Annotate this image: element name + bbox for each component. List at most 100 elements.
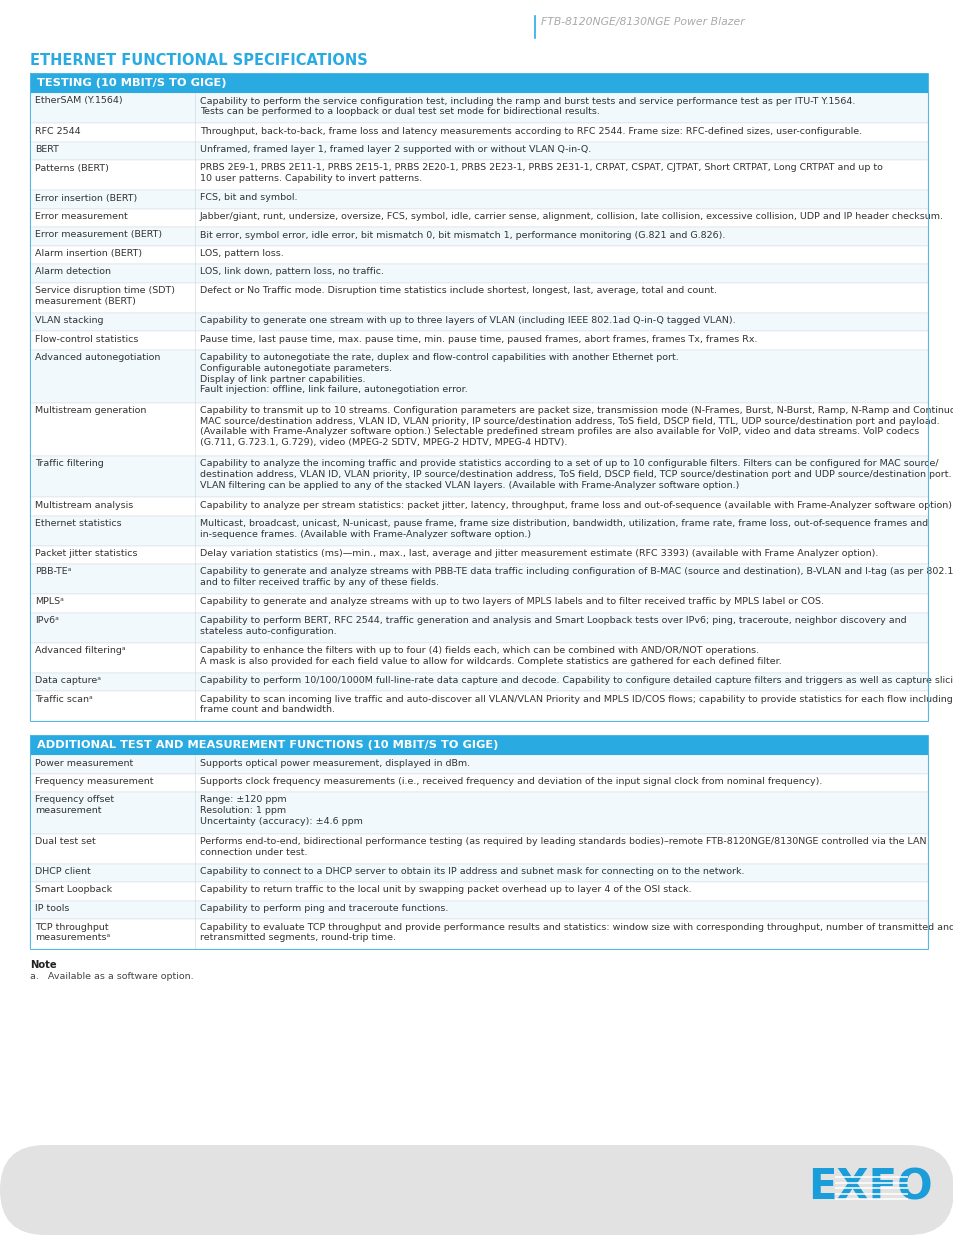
Text: Flow-control statistics: Flow-control statistics xyxy=(35,335,138,343)
Text: IP tools: IP tools xyxy=(35,904,70,913)
Bar xyxy=(30,227,927,246)
Bar xyxy=(30,124,927,142)
Text: LOS, link down, pattern loss, no traffic.: LOS, link down, pattern loss, no traffic… xyxy=(200,268,384,277)
Text: FTB-8120NGE/8130NGE Power Blazer: FTB-8120NGE/8130NGE Power Blazer xyxy=(540,17,744,27)
Text: Supports optical power measurement, displayed in dBm.: Supports optical power measurement, disp… xyxy=(200,758,470,767)
Bar xyxy=(30,919,927,948)
Text: Multicast, broadcast, unicast, N-unicast, pause frame, frame size distribution, : Multicast, broadcast, unicast, N-unicast… xyxy=(200,519,927,538)
Text: Smart Loopback: Smart Loopback xyxy=(35,885,112,894)
Text: Defect or No Traffic mode. Disruption time statistics include shortest, longest,: Defect or No Traffic mode. Disruption ti… xyxy=(200,287,717,295)
Text: Unframed, framed layer 1, framed layer 2 supported with or without VLAN Q-in-Q.: Unframed, framed layer 1, framed layer 2… xyxy=(200,144,591,154)
Text: Performs end-to-end, bidirectional performance testing (as required by leading s: Performs end-to-end, bidirectional perfo… xyxy=(200,837,925,857)
Text: Capability to connect to a DHCP server to obtain its IP address and subnet mask : Capability to connect to a DHCP server t… xyxy=(200,867,743,876)
Text: Service disruption time (SDT)
measurement (BERT): Service disruption time (SDT) measuremen… xyxy=(35,287,174,306)
Bar xyxy=(30,546,927,564)
Text: Capability to perform BERT, RFC 2544, traffic generation and analysis and Smart : Capability to perform BERT, RFC 2544, tr… xyxy=(200,616,905,636)
Text: Frequency measurement: Frequency measurement xyxy=(35,777,153,785)
Bar xyxy=(30,93,927,124)
Bar xyxy=(30,283,927,312)
Text: Capability to generate and analyze streams with PBB-TE data traffic including co: Capability to generate and analyze strea… xyxy=(200,568,953,588)
Text: Error measurement (BERT): Error measurement (BERT) xyxy=(35,231,162,240)
Text: VLAN stacking: VLAN stacking xyxy=(35,316,103,325)
Text: Error insertion (BERT): Error insertion (BERT) xyxy=(35,194,137,203)
Text: Throughput, back-to-back, frame loss and latency measurements according to RFC 2: Throughput, back-to-back, frame loss and… xyxy=(200,126,862,136)
Bar xyxy=(30,246,927,264)
Text: Capability to perform the service configuration test, including the ramp and bur: Capability to perform the service config… xyxy=(200,96,855,116)
Text: EtherSAM (Y.1564): EtherSAM (Y.1564) xyxy=(35,96,123,105)
Text: Capability to evaluate TCP throughput and provide performance results and statis: Capability to evaluate TCP throughput an… xyxy=(200,923,953,942)
Bar xyxy=(30,331,927,350)
Text: MPLSᵃ: MPLSᵃ xyxy=(35,598,64,606)
Bar xyxy=(30,792,927,834)
Text: Capability to perform 10/100/1000M full-line-rate data capture and decode. Capab: Capability to perform 10/100/1000M full-… xyxy=(200,676,953,685)
Text: Dual test set: Dual test set xyxy=(35,837,95,846)
Text: IPv6ᵃ: IPv6ᵃ xyxy=(35,616,59,625)
Bar xyxy=(30,456,927,496)
Bar xyxy=(30,900,927,919)
Text: Capability to autonegotiate the rate, duplex and flow-control capabilities with : Capability to autonegotiate the rate, du… xyxy=(200,353,678,394)
Bar xyxy=(30,190,927,209)
Text: Capability to transmit up to 10 streams. Configuration parameters are packet siz: Capability to transmit up to 10 streams.… xyxy=(200,406,953,447)
Text: Packet jitter statistics: Packet jitter statistics xyxy=(35,550,137,558)
Text: Ethernet statistics: Ethernet statistics xyxy=(35,519,121,529)
Bar xyxy=(30,312,927,331)
Text: Traffic filtering: Traffic filtering xyxy=(35,459,104,468)
Bar xyxy=(30,594,927,613)
Bar xyxy=(30,613,927,642)
Bar xyxy=(30,73,927,721)
Bar xyxy=(30,73,927,93)
Text: Data captureᵃ: Data captureᵃ xyxy=(35,676,101,685)
Text: Capability to enhance the filters with up to four (4) fields each, which can be : Capability to enhance the filters with u… xyxy=(200,646,781,666)
Bar xyxy=(30,863,927,882)
Bar xyxy=(30,673,927,692)
Text: Multistream analysis: Multistream analysis xyxy=(35,500,133,510)
Text: TCP throughput
measurementsᵃ: TCP throughput measurementsᵃ xyxy=(35,923,111,942)
Text: Frequency offset
measurement: Frequency offset measurement xyxy=(35,795,114,815)
Text: Capability to analyze per stream statistics: packet jitter, latency, throughput,: Capability to analyze per stream statist… xyxy=(200,500,953,510)
Text: FCS, bit and symbol.: FCS, bit and symbol. xyxy=(200,194,297,203)
FancyBboxPatch shape xyxy=(0,1145,953,1235)
Text: Delay variation statistics (ms)—min., max., last, average and jitter measurement: Delay variation statistics (ms)—min., ma… xyxy=(200,550,878,558)
Text: Supports clock frequency measurements (i.e., received frequency and deviation of: Supports clock frequency measurements (i… xyxy=(200,777,821,785)
Text: Patterns (BERT): Patterns (BERT) xyxy=(35,163,109,173)
Bar xyxy=(30,403,927,456)
Text: Capability to perform ping and traceroute functions.: Capability to perform ping and tracerout… xyxy=(200,904,448,913)
Text: PRBS 2E9-1, PRBS 2E11-1, PRBS 2E15-1, PRBS 2E20-1, PRBS 2E23-1, PRBS 2E31-1, CRP: PRBS 2E9-1, PRBS 2E11-1, PRBS 2E15-1, PR… xyxy=(200,163,882,183)
Bar xyxy=(30,773,927,792)
Text: Range: ±120 ppm
Resolution: 1 ppm
Uncertainty (accuracy): ±4.6 ppm: Range: ±120 ppm Resolution: 1 ppm Uncert… xyxy=(200,795,362,826)
Text: Note: Note xyxy=(30,960,56,969)
Text: Jabber/giant, runt, undersize, oversize, FCS, symbol, idle, carrier sense, align: Jabber/giant, runt, undersize, oversize,… xyxy=(200,212,943,221)
Text: LOS, pattern loss.: LOS, pattern loss. xyxy=(200,249,283,258)
Text: Capability to scan incoming live traffic and auto-discover all VLAN/VLAN Priorit: Capability to scan incoming live traffic… xyxy=(200,694,952,714)
Bar xyxy=(30,209,927,227)
Text: BERT: BERT xyxy=(35,144,59,154)
Bar xyxy=(30,496,927,515)
Text: Traffic scanᵃ: Traffic scanᵃ xyxy=(35,694,92,704)
Text: Advanced autonegotiation: Advanced autonegotiation xyxy=(35,353,160,362)
Text: Advanced filteringᵃ: Advanced filteringᵃ xyxy=(35,646,126,655)
Bar xyxy=(30,735,927,948)
Text: Pause time, last pause time, max. pause time, min. pause time, paused frames, ab: Pause time, last pause time, max. pause … xyxy=(200,335,757,343)
Bar xyxy=(30,142,927,161)
Text: Alarm detection: Alarm detection xyxy=(35,268,111,277)
Text: PBB-TEᵃ: PBB-TEᵃ xyxy=(35,568,71,577)
Text: Power measurement: Power measurement xyxy=(35,758,133,767)
Text: ETHERNET FUNCTIONAL SPECIFICATIONS: ETHERNET FUNCTIONAL SPECIFICATIONS xyxy=(30,53,367,68)
Text: Capability to generate and analyze streams with up to two layers of MPLS labels : Capability to generate and analyze strea… xyxy=(200,598,823,606)
Bar xyxy=(30,882,927,900)
Bar xyxy=(30,161,927,190)
Bar xyxy=(30,564,927,594)
Bar xyxy=(30,264,927,283)
Bar xyxy=(30,642,927,673)
Text: DHCP client: DHCP client xyxy=(35,867,91,876)
Text: TESTING (10 MBIT/S TO GIGE): TESTING (10 MBIT/S TO GIGE) xyxy=(37,79,226,89)
Text: EXFO: EXFO xyxy=(807,1167,931,1209)
Bar xyxy=(30,692,927,721)
Text: ADDITIONAL TEST AND MEASUREMENT FUNCTIONS (10 MBIT/S TO GIGE): ADDITIONAL TEST AND MEASUREMENT FUNCTION… xyxy=(37,741,497,751)
Text: Alarm insertion (BERT): Alarm insertion (BERT) xyxy=(35,249,142,258)
Text: RFC 2544: RFC 2544 xyxy=(35,126,81,136)
Text: Error measurement: Error measurement xyxy=(35,212,128,221)
Bar xyxy=(30,834,927,863)
Text: Capability to return traffic to the local unit by swapping packet overhead up to: Capability to return traffic to the loca… xyxy=(200,885,691,894)
Bar xyxy=(30,755,927,773)
